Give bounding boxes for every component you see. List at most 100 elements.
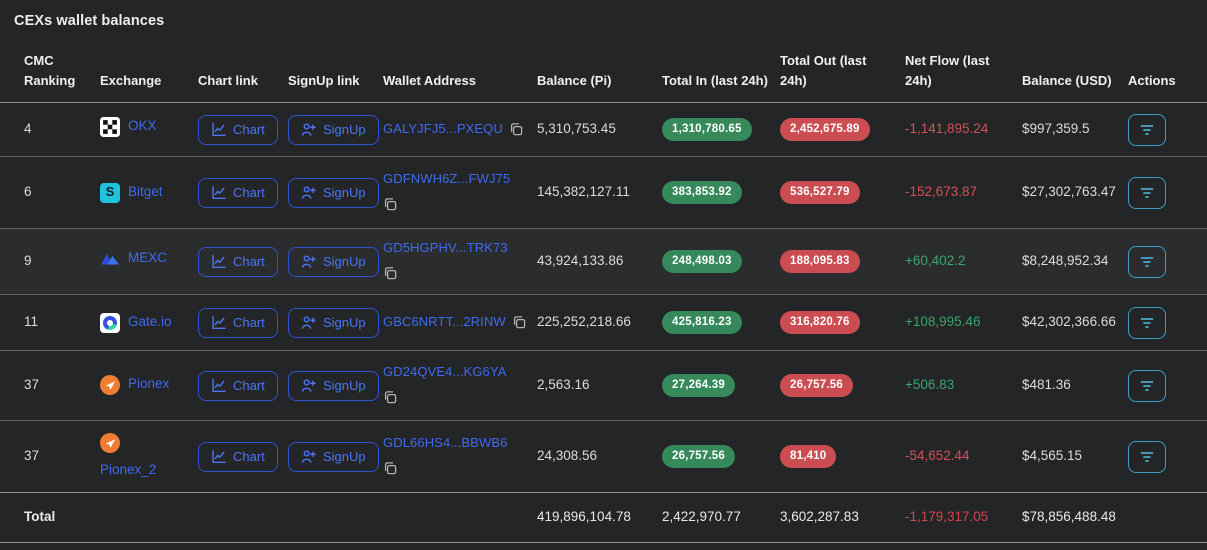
cmc-rank-value: 37 xyxy=(24,377,40,393)
column-header-chart-link: Chart link xyxy=(198,35,288,103)
filter-icon xyxy=(1140,451,1154,462)
signup-button[interactable]: SignUp xyxy=(288,370,379,401)
exchange-link-gateio[interactable]: Gate.io xyxy=(128,314,172,330)
column-header-total-out: Total Out (last 24h) xyxy=(780,35,905,103)
total-in-badge: 425,816.23 xyxy=(662,310,742,335)
wallet-address-link[interactable]: GBC6NRTT...2RINW xyxy=(383,314,506,330)
signup-button[interactable]: SignUp xyxy=(288,114,379,145)
actions-filter-button[interactable] xyxy=(1128,245,1166,278)
copy-icon[interactable] xyxy=(383,197,397,211)
total-balance-usd: $78,856,488.48 xyxy=(1022,509,1116,525)
cmc-rank-value: 6 xyxy=(24,184,32,200)
filter-icon xyxy=(1140,124,1154,135)
total-out-badge: 316,820.76 xyxy=(780,310,860,335)
bitget-logo-icon: S xyxy=(100,182,120,203)
total-out-badge: 2,452,675.89 xyxy=(780,117,870,142)
person-add-icon xyxy=(301,315,316,329)
total-out-badge: 536,527.79 xyxy=(780,180,860,205)
column-header-total-in: Total In (last 24h) xyxy=(662,35,780,103)
pionex-logo-icon xyxy=(100,374,120,395)
table-row-gateio: 11 Gate.io Chart SignUp GBC6NRTT...2RINW… xyxy=(0,294,1207,351)
column-header-balance-usd: Balance (USD) xyxy=(1022,35,1128,103)
filter-icon xyxy=(1140,380,1154,391)
balance-pi-value: 145,382,127.11 xyxy=(537,184,630,200)
table-row-mexc: 9 MEXC Chart SignUp GD5HGPHV...TRK73 43,… xyxy=(0,228,1207,295)
balance-usd-value: $997,359.5 xyxy=(1022,121,1090,137)
total-out-badge: 81,410 xyxy=(780,444,837,469)
signup-button[interactable]: SignUp xyxy=(288,177,379,208)
chart-icon xyxy=(212,449,226,463)
balance-pi-value: 2,563.16 xyxy=(537,377,590,393)
copy-icon[interactable] xyxy=(383,266,397,280)
chart-button[interactable]: Chart xyxy=(198,177,278,208)
total-out-sum: 3,602,287.83 xyxy=(780,509,859,525)
balance-pi-value: 24,308.56 xyxy=(537,448,598,464)
total-in-badge: 248,498.03 xyxy=(662,249,742,274)
cmc-rank-value: 37 xyxy=(24,448,40,464)
chart-button[interactable]: Chart xyxy=(198,370,278,401)
signup-button[interactable]: SignUp xyxy=(288,246,379,277)
actions-filter-button[interactable] xyxy=(1128,306,1166,339)
table-header-row: CMC Ranking Exchange Chart link SignUp l… xyxy=(0,35,1207,103)
cmc-rank-value: 9 xyxy=(24,253,32,269)
chart-button[interactable]: Chart xyxy=(198,246,278,277)
column-header-net-flow: Net Flow (last 24h) xyxy=(905,35,1022,103)
chart-button[interactable]: Chart xyxy=(198,307,278,338)
wallet-address-link[interactable]: GDFNWH6Z...FWJ75 xyxy=(383,171,511,187)
copy-icon[interactable] xyxy=(383,461,397,475)
chart-icon xyxy=(212,315,226,329)
balance-usd-value: $27,302,763.47 xyxy=(1022,184,1116,200)
total-in-badge: 1,310,780.65 xyxy=(662,117,752,142)
table-row-pionex2: 37 Pionex_2 Chart SignUp GDL66HS4...BBWB… xyxy=(0,420,1207,493)
column-header-exchange: Exchange xyxy=(100,35,198,103)
filter-icon xyxy=(1140,317,1154,328)
chart-button[interactable]: Chart xyxy=(198,441,278,472)
okx-logo-icon xyxy=(100,116,120,137)
net-flow-value: +108,995.46 xyxy=(905,314,981,330)
actions-filter-button[interactable] xyxy=(1128,176,1166,209)
exchange-link-okx[interactable]: OKX xyxy=(128,118,157,134)
total-in-sum: 2,422,970.77 xyxy=(662,509,741,525)
wallet-address-link[interactable]: GD24QVE4...KG6YA xyxy=(383,364,507,380)
table-row-bitget: 6 S Bitget Chart SignUp GDFNWH6Z...FWJ75… xyxy=(0,156,1207,229)
column-header-balance-pi: Balance (Pi) xyxy=(537,35,662,103)
gateio-logo-icon xyxy=(100,312,120,333)
balance-pi-value: 225,252,218.66 xyxy=(537,314,631,330)
cex-balances-table: CMC Ranking Exchange Chart link SignUp l… xyxy=(0,35,1207,543)
page-title: CEXs wallet balances xyxy=(14,13,165,29)
table-row-total: Total 419,896,104.78 2,422,970.77 3,602,… xyxy=(0,492,1207,543)
actions-filter-button[interactable] xyxy=(1128,440,1166,473)
chart-icon xyxy=(212,122,226,136)
copy-icon[interactable] xyxy=(512,315,526,329)
chart-icon xyxy=(212,254,226,268)
exchange-link-mexc[interactable]: MEXC xyxy=(128,250,168,266)
table-row-pionex: 37 Pionex Chart SignUp GD24QVE4...KG6YA … xyxy=(0,350,1207,421)
total-in-badge: 27,264.39 xyxy=(662,373,735,398)
actions-filter-button[interactable] xyxy=(1128,113,1166,146)
actions-filter-button[interactable] xyxy=(1128,369,1166,402)
column-header-signup-link: SignUp link xyxy=(288,35,383,103)
exchange-link-pionex2[interactable]: Pionex_2 xyxy=(100,462,157,477)
person-add-icon xyxy=(301,122,316,136)
total-out-badge: 26,757.56 xyxy=(780,373,853,398)
exchange-link-pionex[interactable]: Pionex xyxy=(128,376,170,392)
signup-button[interactable]: SignUp xyxy=(288,307,379,338)
copy-icon[interactable] xyxy=(383,390,397,404)
copy-icon[interactable] xyxy=(509,122,523,136)
balance-usd-value: $42,302,366.66 xyxy=(1022,314,1116,330)
total-out-badge: 188,095.83 xyxy=(780,249,860,274)
wallet-address-link[interactable]: GDL66HS4...BBWB6 xyxy=(383,435,508,451)
balance-pi-value: 43,924,133.86 xyxy=(537,253,624,269)
wallet-address-link[interactable]: GALYJFJ5...PXEQU xyxy=(383,121,503,137)
exchange-link-bitget[interactable]: Bitget xyxy=(128,184,163,200)
balance-usd-value: $8,248,952.34 xyxy=(1022,253,1109,269)
wallet-address-link[interactable]: GD5HGPHV...TRK73 xyxy=(383,240,508,256)
person-add-icon xyxy=(301,185,316,199)
chart-button[interactable]: Chart xyxy=(198,114,278,145)
column-header-actions: Actions xyxy=(1128,35,1207,103)
net-flow-value: +60,402.2 xyxy=(905,253,966,269)
signup-button[interactable]: SignUp xyxy=(288,441,379,472)
total-balance-pi: 419,896,104.78 xyxy=(537,509,631,525)
balance-pi-value: 5,310,753.45 xyxy=(537,121,616,137)
column-header-cmc-ranking: CMC Ranking xyxy=(0,35,100,103)
